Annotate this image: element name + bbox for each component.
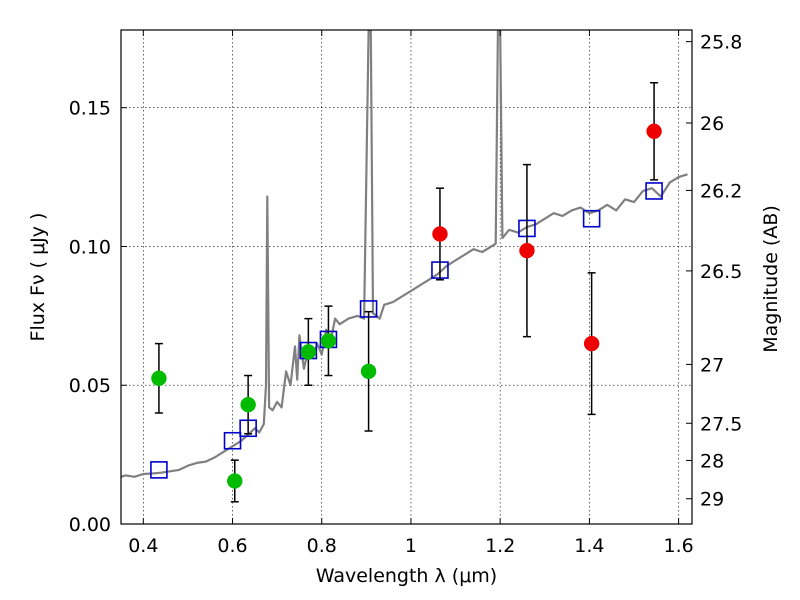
grid-lines — [121, 30, 692, 525]
x-tick-label: 0.8 — [307, 535, 337, 557]
x-tick-label: 1 — [405, 535, 417, 557]
square-marker — [150, 461, 168, 479]
circle-marker — [300, 344, 317, 360]
y-axis-title: Flux Fν ( μJy ) — [27, 213, 49, 342]
y2-tick-label: 27 — [700, 354, 724, 376]
x-tick-label: 0.6 — [217, 535, 247, 557]
x-tick-label: 1.4 — [574, 535, 604, 557]
square-marker — [223, 431, 242, 450]
x-tick-label: 0.4 — [128, 535, 158, 557]
data-series-layer — [150, 81, 663, 503]
x-axis-title: Wavelength λ (μm) — [316, 565, 497, 587]
y2-tick-label: 29 — [700, 489, 724, 511]
circle-marker — [320, 333, 337, 349]
plot-frame — [120, 29, 693, 525]
y2-tick-label: 26.5 — [700, 261, 742, 283]
y-tick-label: 0.15 — [69, 98, 111, 120]
y2-axis-title: Magnitude (AB) — [760, 205, 782, 353]
y2-tick-label: 27.5 — [700, 413, 742, 435]
y-tick-label: 0.00 — [69, 514, 111, 536]
square-marker — [582, 209, 601, 228]
x-tick-label: 1.6 — [664, 535, 694, 557]
circle-marker — [583, 335, 600, 352]
square-marker — [645, 182, 663, 200]
model-spectrum-line — [120, 29, 688, 478]
axis-ticks: 0.4 0.6 0.8 1 1.2 1.4 1.6 0.00 0.05 0.10 0.15 25.8 2… — [69, 30, 742, 557]
circle-marker — [240, 396, 256, 413]
y-tick-label: 0.05 — [69, 375, 111, 397]
circle-marker — [227, 473, 243, 489]
circle-marker — [151, 370, 167, 387]
y2-tick-label: 25.8 — [700, 32, 742, 54]
x-tick-label: 1.2 — [485, 535, 515, 557]
y2-tick-label: 26 — [700, 113, 724, 135]
y2-tick-label: 26.2 — [700, 180, 742, 202]
circle-marker — [646, 123, 662, 140]
y2-tick-label: 28 — [700, 450, 724, 472]
circle-marker — [519, 242, 535, 259]
y-tick-label: 0.10 — [69, 236, 111, 258]
circle-marker — [360, 363, 377, 380]
circle-marker — [432, 226, 448, 242]
spectrum-layer — [120, 29, 688, 478]
